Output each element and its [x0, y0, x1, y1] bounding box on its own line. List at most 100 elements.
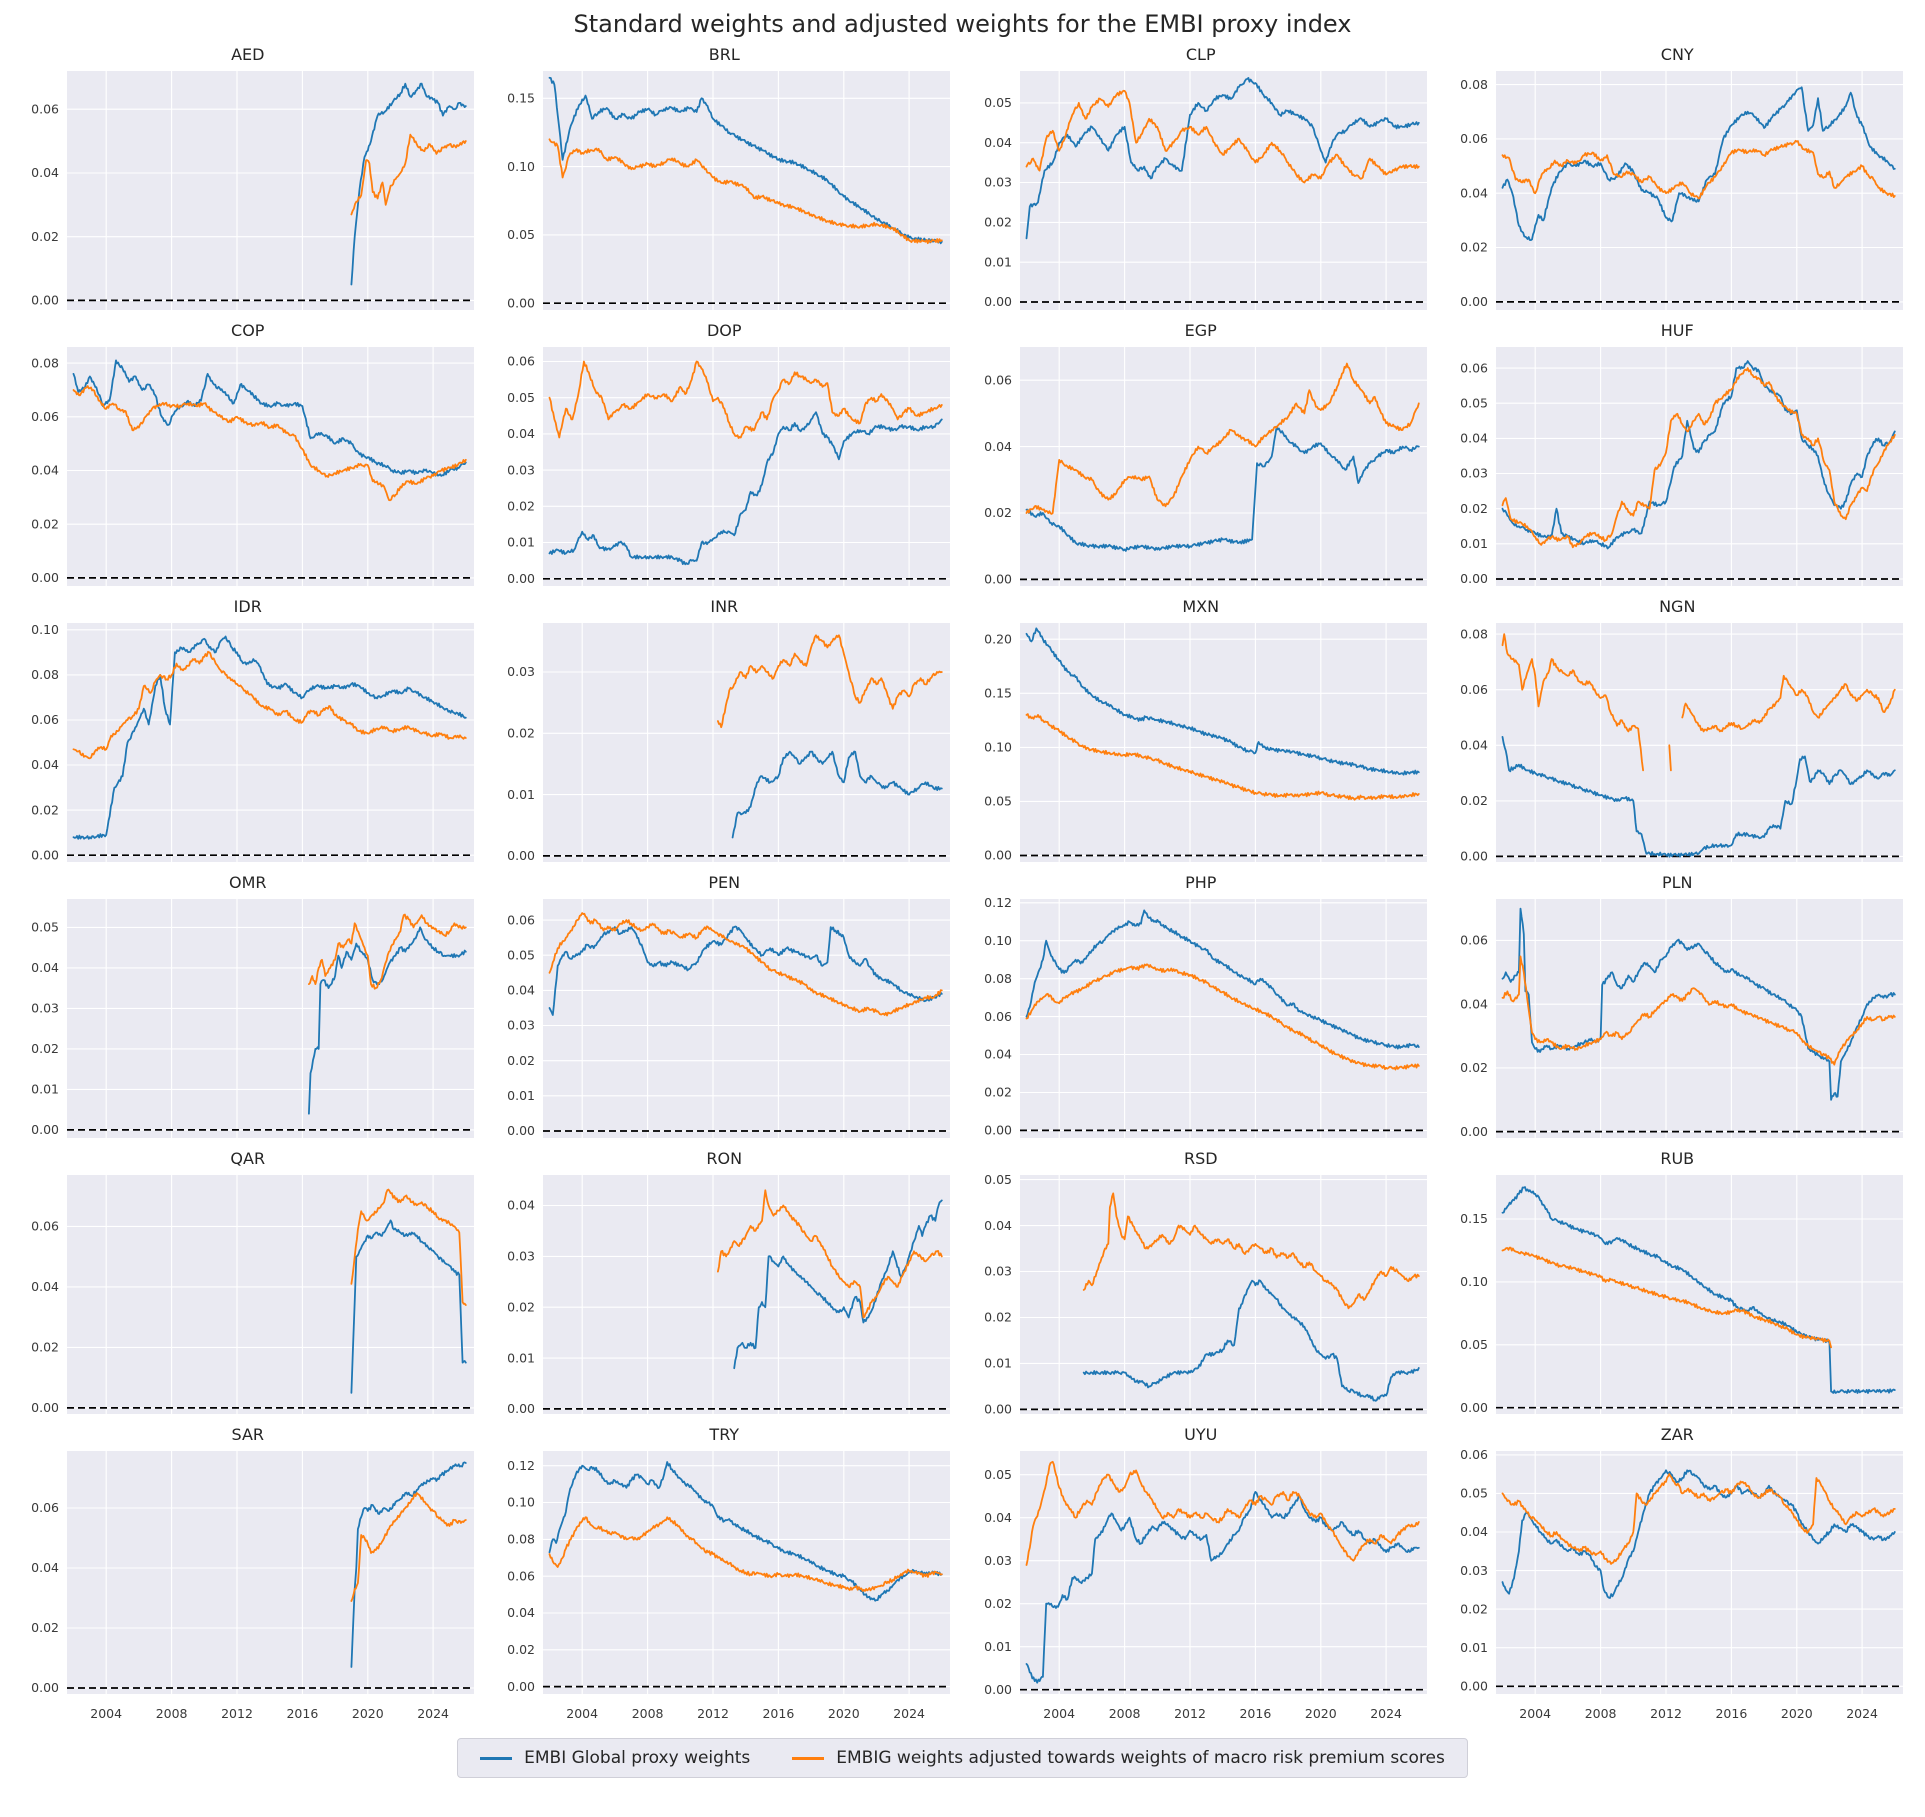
- plot-background: [1496, 347, 1904, 586]
- y-tick-label: 0.04: [507, 1198, 535, 1213]
- y-tick-label: 0.03: [984, 1553, 1012, 1568]
- y-tick-label: 0.06: [984, 1009, 1012, 1024]
- legend-item-embi-global: EMBI Global proxy weights: [480, 1748, 750, 1768]
- legend-wrap: EMBI Global proxy weights EMBIG weights …: [8, 1738, 1917, 1778]
- plot-background: [1019, 71, 1427, 310]
- subplot-PEN: PEN 0.00 0.01 0.02 0.03 0.04 0.05 0.06: [488, 872, 961, 1146]
- y-tick-label: 0.06: [31, 101, 59, 116]
- subplot-RON: RON 0.00 0.01 0.02 0.03 0.04: [488, 1148, 961, 1422]
- x-tick-label: 2016: [286, 1706, 318, 1721]
- y-tick-label: 0.06: [507, 912, 535, 927]
- y-tick-label: 0.02: [1460, 793, 1488, 808]
- y-tick-label: 0.02: [507, 726, 535, 741]
- y-tick-label: 0.08: [1460, 77, 1488, 92]
- y-tick-label: 0.03: [1460, 466, 1488, 481]
- x-tick-label: 2004: [567, 1706, 599, 1721]
- y-tick-label: 0.06: [1460, 131, 1488, 146]
- y-tick-label: 0.04: [1460, 1524, 1488, 1539]
- chart-canvas: 0.00 0.01 0.02 0.03 0.04: [507, 1175, 951, 1416]
- y-tick-label: 0.05: [507, 947, 535, 962]
- y-tick-label: 0.04: [507, 426, 535, 441]
- y-tick-label: 0.01: [1460, 536, 1488, 551]
- y-tick-label: 0.02: [31, 1340, 59, 1355]
- y-tick-label: 0.10: [507, 1495, 535, 1510]
- y-tick-label: 0.01: [507, 1350, 535, 1365]
- plot-background: [66, 623, 474, 862]
- legend-line-orange-icon: [792, 1756, 825, 1760]
- y-tick-label: 0.00: [507, 1401, 535, 1416]
- chart-canvas: 0.00 0.05 0.10 0.15: [507, 71, 951, 310]
- x-tick-label: 2012: [221, 1706, 253, 1721]
- subplot-title: EGP: [1184, 321, 1217, 340]
- legend-label: EMBIG weights adjusted towards weights o…: [836, 1748, 1445, 1768]
- y-tick-label: 0.04: [507, 983, 535, 998]
- chart-canvas: 0.00 0.02 0.04 0.06 0.08: [31, 347, 474, 586]
- series-embig-adjusted-line: [1501, 633, 1896, 772]
- series-embig-adjusted-line: [307, 913, 467, 990]
- x-tick-label: 2004: [1520, 1706, 1552, 1721]
- y-tick-label: 0.04: [31, 165, 59, 180]
- plot-background: [1019, 1175, 1427, 1414]
- x-tick-label: 2012: [1650, 1706, 1682, 1721]
- x-tick-label: 2024: [893, 1706, 925, 1721]
- y-tick-label: 0.03: [1460, 1563, 1488, 1578]
- subplot-title: PLN: [1661, 873, 1693, 892]
- series-embi-global-line: [350, 82, 467, 286]
- y-tick-label: 0.05: [984, 1467, 1012, 1482]
- y-tick-label: 0.00: [31, 570, 59, 585]
- y-tick-label: 0.15: [507, 91, 535, 106]
- y-tick-label: 0.15: [984, 686, 1012, 701]
- legend-item-embig-adjusted: EMBIG weights adjusted towards weights o…: [792, 1748, 1445, 1768]
- y-tick-label: 0.01: [984, 254, 1012, 269]
- y-tick-label: 0.05: [984, 95, 1012, 110]
- figure-title: Standard weights and adjusted weights fo…: [573, 10, 1352, 38]
- y-tick-label: 0.01: [507, 1088, 535, 1103]
- y-tick-label: 0.02: [507, 1299, 535, 1314]
- x-tick-label: 2012: [1174, 1706, 1206, 1721]
- y-tick-label: 0.00: [1460, 1679, 1488, 1694]
- series-embi-global-line: [1025, 77, 1420, 240]
- subplot-ZAR: ZAR 0.00 0.01 0.02 0.03 0.04 0.05 0.06 2004 2008 2…: [1441, 1424, 1914, 1728]
- subplot-CNY: CNY 0.00 0.02 0.04 0.06 0.08: [1441, 44, 1914, 318]
- y-tick-label: 0.00: [507, 848, 535, 863]
- plot-background: [1019, 899, 1427, 1138]
- series-embi-global-line: [733, 1199, 943, 1370]
- x-tick-label: 2020: [1781, 1706, 1813, 1721]
- y-tick-label: 0.06: [1460, 933, 1488, 948]
- series-embig-adjusted-line: [1501, 1473, 1896, 1565]
- y-tick-label: 0.02: [31, 229, 59, 244]
- subplot-BRL: BRL 0.00 0.05 0.10 0.15: [488, 44, 961, 318]
- x-tick-label: 2016: [763, 1706, 795, 1721]
- chart-canvas: 0.00 0.01 0.02 0.03 0.04 0.05 0.06: [507, 899, 951, 1138]
- series-embi-global-line: [350, 1219, 467, 1394]
- x-tick-label: 2004: [1043, 1706, 1075, 1721]
- y-tick-label: 0.12: [507, 1458, 535, 1473]
- series-embig-adjusted-line: [548, 360, 943, 439]
- y-tick-label: 0.03: [507, 1018, 535, 1033]
- chart-canvas: 0.00 0.01 0.02 0.03 0.04 0.05: [984, 71, 1427, 310]
- series-embig-adjusted-line: [717, 1189, 943, 1319]
- y-tick-label: 0.01: [507, 787, 535, 802]
- series-embig-adjusted-line: [1025, 963, 1420, 1071]
- subplot-UYU: UYU 0.00 0.01 0.02 0.03 0.04 0.05 2004 2008 2012 2…: [965, 1424, 1438, 1728]
- x-tick-label: 2020: [1305, 1706, 1337, 1721]
- y-tick-label: 0.04: [1460, 738, 1488, 753]
- subplot-grid: AED 0.00 0.02 0.04 0.06 BRL 0.00 0.05 0.10 0.15 CL…: [12, 44, 1914, 1728]
- chart-canvas: 0.00 0.02 0.04 0.06: [31, 1175, 474, 1415]
- y-tick-label: 0.08: [984, 971, 1012, 986]
- series-embi-global-line: [72, 635, 467, 840]
- series-embig-adjusted-line: [548, 138, 943, 245]
- series-embi-global-line: [1501, 736, 1896, 858]
- chart-canvas: 0.00 0.05 0.10 0.15 0.20: [984, 623, 1427, 863]
- y-tick-label: 0.10: [1460, 1274, 1488, 1289]
- x-tick-label: 2008: [155, 1706, 187, 1721]
- plot-background: [66, 1451, 474, 1694]
- subplot-title: SAR: [231, 1425, 264, 1444]
- series-embig-adjusted-line: [1501, 955, 1896, 1066]
- subplot-NGN: NGN 0.00 0.02 0.04 0.06 0.08: [1441, 596, 1914, 870]
- y-tick-label: 0.02: [1460, 240, 1488, 255]
- x-tick-label: 2024: [1370, 1706, 1402, 1721]
- series-embig-adjusted-line: [1082, 1192, 1420, 1310]
- y-tick-label: 0.00: [31, 293, 59, 308]
- series-embig-adjusted-line: [717, 634, 943, 729]
